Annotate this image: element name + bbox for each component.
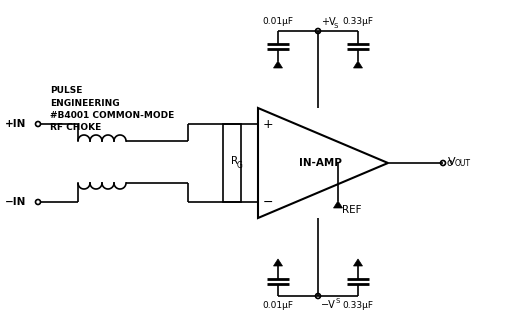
Polygon shape: [354, 61, 363, 68]
Polygon shape: [274, 61, 282, 68]
Text: 0.01μF: 0.01μF: [263, 17, 293, 26]
Text: OUT: OUT: [455, 159, 471, 169]
Text: +IN: +IN: [5, 119, 26, 129]
Text: 0.01μF: 0.01μF: [263, 301, 293, 310]
Text: +: +: [263, 117, 274, 130]
Text: PULSE
ENGINEERING
#B4001 COMMON-MODE
RF CHOKE: PULSE ENGINEERING #B4001 COMMON-MODE RF …: [50, 86, 174, 132]
Text: S: S: [336, 298, 340, 304]
Text: −V: −V: [321, 300, 336, 310]
Polygon shape: [274, 259, 282, 266]
Text: V: V: [448, 157, 456, 167]
Polygon shape: [354, 259, 363, 266]
Polygon shape: [333, 201, 342, 208]
Text: S: S: [334, 23, 338, 29]
Text: G: G: [237, 160, 243, 170]
Text: R: R: [231, 156, 238, 166]
Text: +V: +V: [321, 17, 336, 27]
Text: −IN: −IN: [5, 197, 26, 207]
Text: −: −: [263, 196, 274, 209]
Text: 0.33μF: 0.33μF: [342, 17, 374, 26]
Text: 0.33μF: 0.33μF: [342, 301, 374, 310]
Text: REF: REF: [342, 205, 362, 215]
Text: IN-AMP: IN-AMP: [298, 158, 341, 168]
Bar: [223, 124, 241, 202]
Text: o: o: [447, 158, 456, 168]
